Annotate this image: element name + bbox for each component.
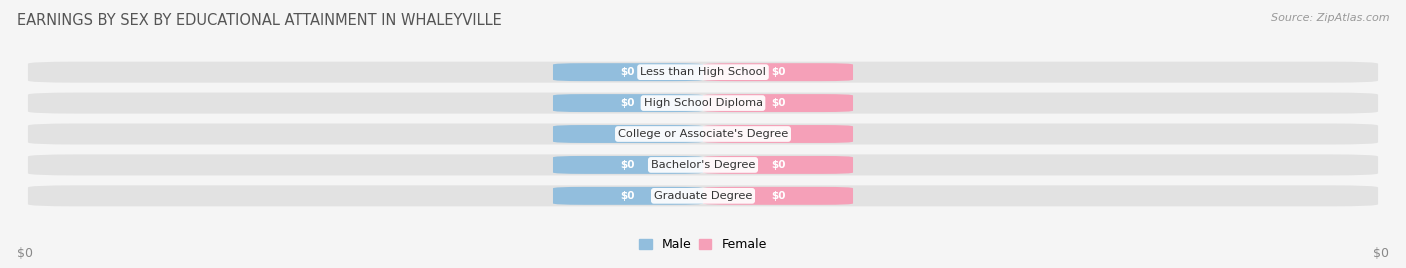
FancyBboxPatch shape bbox=[553, 63, 703, 81]
FancyBboxPatch shape bbox=[703, 125, 853, 143]
Text: Source: ZipAtlas.com: Source: ZipAtlas.com bbox=[1271, 13, 1389, 23]
FancyBboxPatch shape bbox=[28, 124, 1378, 144]
FancyBboxPatch shape bbox=[703, 94, 853, 112]
FancyBboxPatch shape bbox=[553, 125, 703, 143]
FancyBboxPatch shape bbox=[703, 156, 853, 174]
Text: $0: $0 bbox=[1374, 247, 1389, 260]
FancyBboxPatch shape bbox=[553, 94, 703, 112]
FancyBboxPatch shape bbox=[28, 62, 1378, 83]
Text: $0: $0 bbox=[620, 191, 636, 201]
Text: $0: $0 bbox=[770, 160, 786, 170]
Legend: Male, Female: Male, Female bbox=[634, 233, 772, 256]
Text: Graduate Degree: Graduate Degree bbox=[654, 191, 752, 201]
FancyBboxPatch shape bbox=[28, 185, 1378, 206]
Text: $0: $0 bbox=[770, 98, 786, 108]
Text: $0: $0 bbox=[620, 129, 636, 139]
Text: $0: $0 bbox=[620, 98, 636, 108]
Text: EARNINGS BY SEX BY EDUCATIONAL ATTAINMENT IN WHALEYVILLE: EARNINGS BY SEX BY EDUCATIONAL ATTAINMEN… bbox=[17, 13, 502, 28]
FancyBboxPatch shape bbox=[28, 92, 1378, 114]
FancyBboxPatch shape bbox=[703, 187, 853, 205]
FancyBboxPatch shape bbox=[553, 187, 703, 205]
Text: College or Associate's Degree: College or Associate's Degree bbox=[617, 129, 789, 139]
Text: $0: $0 bbox=[770, 67, 786, 77]
Text: Bachelor's Degree: Bachelor's Degree bbox=[651, 160, 755, 170]
FancyBboxPatch shape bbox=[28, 154, 1378, 176]
Text: High School Diploma: High School Diploma bbox=[644, 98, 762, 108]
Text: $0: $0 bbox=[17, 247, 32, 260]
FancyBboxPatch shape bbox=[703, 63, 853, 81]
FancyBboxPatch shape bbox=[553, 156, 703, 174]
Text: $0: $0 bbox=[620, 67, 636, 77]
Text: $0: $0 bbox=[770, 129, 786, 139]
Text: Less than High School: Less than High School bbox=[640, 67, 766, 77]
Text: $0: $0 bbox=[770, 191, 786, 201]
Text: $0: $0 bbox=[620, 160, 636, 170]
